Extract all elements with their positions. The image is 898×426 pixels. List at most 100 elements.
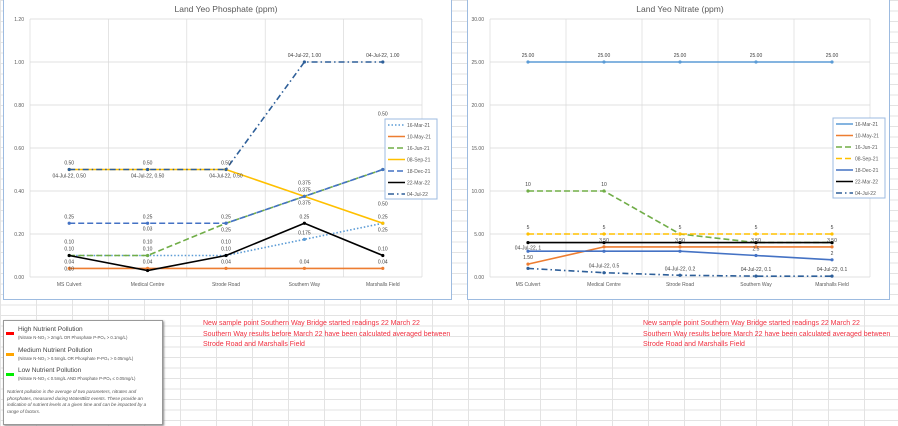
key-detail: (Nitrate N-NO₃ ≤ 0.5mg/L AND Phosphate P… xyxy=(18,376,136,381)
legend-label: 04-Jul-22 xyxy=(855,191,876,197)
data-point xyxy=(678,241,682,245)
data-point xyxy=(381,60,385,64)
data-point xyxy=(302,221,306,225)
data-label: 5 xyxy=(527,225,530,231)
x-tick-label: Marshalls Field xyxy=(815,282,849,288)
data-label: 3.50 xyxy=(599,238,609,244)
x-tick-label: Medical Centre xyxy=(131,282,165,288)
data-label: 0.25 xyxy=(300,214,310,220)
legend-label: 18-Dec-21 xyxy=(855,168,879,174)
data-point xyxy=(830,241,834,245)
data-point xyxy=(754,232,758,236)
data-label: 0.10 xyxy=(221,247,231,253)
data-point xyxy=(678,232,682,236)
data-point xyxy=(754,241,758,245)
legend-label: 18-Dec-21 xyxy=(407,169,431,175)
legend-label: 10-May-21 xyxy=(407,135,431,141)
x-tick-label: Marshalls Field xyxy=(366,282,400,288)
y-tick-label: 25.00 xyxy=(471,60,484,66)
data-point xyxy=(224,167,228,172)
data-label: 04-Jul-22, 1.00 xyxy=(366,53,400,59)
y-tick-label: 1.00 xyxy=(14,60,24,66)
y-tick-label: 5.00 xyxy=(474,232,484,238)
data-label: 0.25 xyxy=(378,227,388,233)
key-title: High Nutrient Pollution xyxy=(18,326,83,333)
data-point xyxy=(526,189,530,193)
pollution-key: High Nutrient Pollution (Nitrate N-NO₃ > … xyxy=(3,320,163,425)
note-line: Strode Road and Marshalls Field xyxy=(643,341,745,348)
data-point xyxy=(224,266,228,270)
key-title: Low Nutrient Pollution xyxy=(18,367,82,374)
note-line: New sample point Southern Way Bridge sta… xyxy=(203,320,420,327)
data-label: 1.50 xyxy=(523,255,533,261)
data-point xyxy=(830,258,834,262)
legend-label: 16-Jun-21 xyxy=(407,146,430,152)
data-point xyxy=(678,60,682,64)
data-label: 0.04 xyxy=(143,259,153,265)
data-point xyxy=(526,249,530,253)
data-point xyxy=(830,60,834,64)
y-tick-label: 20.00 xyxy=(471,103,484,109)
nitrate-chart[interactable]: Land Yeo Nitrate (ppm) 0.00 5.00 10.00 15.00… xyxy=(467,0,890,300)
series-line-10-May-21 xyxy=(527,246,832,265)
data-label: 0.10 xyxy=(143,247,153,253)
data-label: 0.03 xyxy=(143,227,153,233)
data-point xyxy=(830,245,834,249)
y-tick-label: 0.00 xyxy=(474,275,484,281)
data-label: 04-Jul-22, 0.50 xyxy=(131,174,165,180)
series-line-04-Jul-22 xyxy=(69,61,383,171)
medium-swatch-icon xyxy=(6,353,14,356)
data-label: 25.00 xyxy=(522,53,535,59)
x-tick-label: Strode Road xyxy=(212,282,240,288)
data-point xyxy=(678,249,682,253)
note-line: Southern Way results before March 22 hav… xyxy=(203,330,451,338)
x-tick-label: Southern Way xyxy=(289,282,321,288)
data-label: 25.00 xyxy=(750,53,763,59)
legend-label: 08-Sep-21 xyxy=(407,158,431,164)
legend-label: 16-Mar-21 xyxy=(407,123,430,129)
data-label: 2 xyxy=(831,251,834,257)
data-label: 04-Jul-22, 0.50 xyxy=(209,174,243,180)
data-label: 0.04 xyxy=(300,259,310,265)
x-tick-label: Medical Centre xyxy=(587,282,621,288)
data-point xyxy=(146,253,150,258)
data-point xyxy=(754,274,758,278)
data-point xyxy=(830,274,834,278)
phosphate-chart[interactable]: Land Yeo Phosphate (ppm) 0.00 0.20 0.40 0.60… xyxy=(3,0,452,300)
data-point xyxy=(302,266,306,270)
data-label: 04-Jul-22, 0.2 xyxy=(665,266,696,272)
data-label: 04-Jul-22, 1.00 xyxy=(288,53,322,59)
data-point xyxy=(224,253,228,258)
data-point xyxy=(754,245,758,249)
data-label: 5 xyxy=(831,225,834,231)
data-label: 0.25 xyxy=(143,214,153,220)
data-label: 0.04 xyxy=(221,259,231,265)
data-label: 04-Jul-22, 1 xyxy=(515,245,542,251)
data-label: 04-Jul-22, 0.1 xyxy=(817,267,848,273)
note-line: New sample point Southern Way Bridge sta… xyxy=(643,320,860,327)
note-line: Strode Road and Marshalls Field xyxy=(203,341,305,348)
data-point xyxy=(302,194,306,198)
data-label: 0.25 xyxy=(64,214,74,220)
data-label: 0.50 xyxy=(378,112,388,118)
data-label: 04-Jul-22, 0.1 xyxy=(741,267,772,273)
note-line: Southern Way results before March 22 hav… xyxy=(643,330,891,338)
data-label: 5 xyxy=(755,225,758,231)
phosphate-chart-svg: Land Yeo Phosphate (ppm) 0.00 0.20 0.40 0.60… xyxy=(14,4,438,288)
data-label: 04-Jul-22, 0.5 xyxy=(589,264,620,270)
legend-label: 08-Sep-21 xyxy=(855,157,879,163)
data-point xyxy=(602,249,606,253)
data-label: 25.00 xyxy=(598,53,611,59)
y-tick-label: 0.60 xyxy=(14,146,24,152)
key-detail: (Nitrate N-NO₃ > 0.5mg/L OR Phosphate P-… xyxy=(18,356,134,361)
x-tick-label: MS Culvert xyxy=(57,282,82,288)
legend-label: 04-Jul-22 xyxy=(407,192,428,198)
data-point xyxy=(602,245,606,249)
data-point xyxy=(602,271,606,275)
data-label: 0.175 xyxy=(298,230,311,236)
data-point xyxy=(302,60,306,64)
data-label: 0.04 xyxy=(378,259,388,265)
data-label: 25.00 xyxy=(826,53,839,59)
data-label: 0.50 xyxy=(64,161,74,167)
data-label: 3.50 xyxy=(675,238,685,244)
